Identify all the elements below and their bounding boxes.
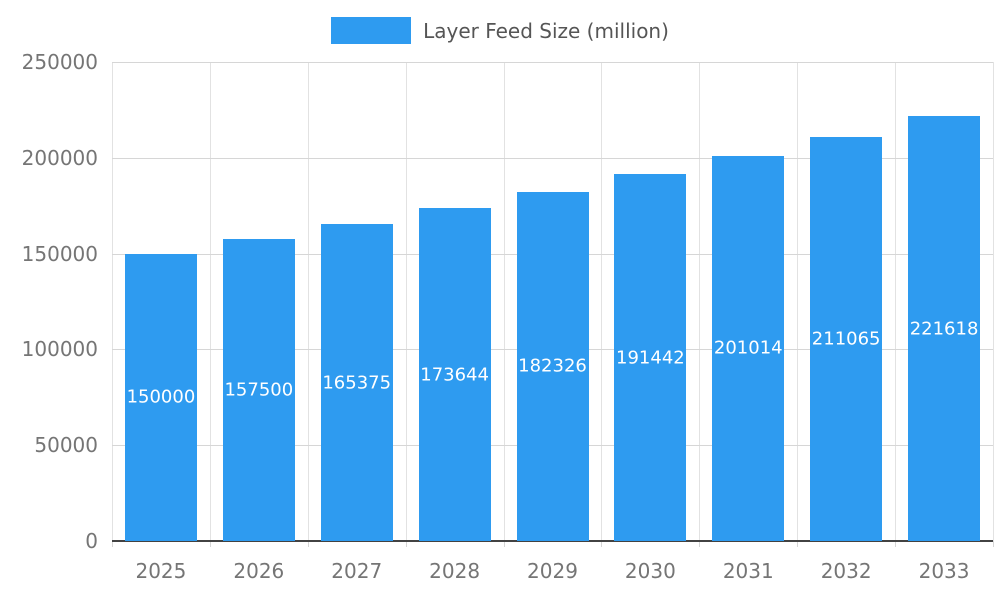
bar-2030: [614, 174, 687, 541]
bar-2028: [418, 208, 491, 541]
bar-value-label: 173644: [420, 364, 489, 386]
vertical-gridline: [993, 62, 994, 541]
bar-value-label: 201014: [713, 337, 783, 359]
x-axis-tick: [503, 541, 505, 547]
chart-legend: Layer Feed Size (million): [0, 17, 1000, 44]
bar-2032: [810, 136, 883, 541]
x-axis-tick: [307, 541, 309, 547]
x-axis-label: 2031: [722, 559, 774, 583]
x-axis-label: 2029: [527, 559, 578, 583]
bar-2027: [320, 224, 393, 541]
vertical-gridline: [209, 62, 211, 541]
bar-2029: [516, 191, 589, 541]
bar-value-label: 211065: [811, 328, 881, 350]
x-axis-label: 2028: [429, 559, 481, 583]
vertical-gridline: [601, 62, 603, 541]
x-axis-tick: [797, 541, 799, 547]
bar-value-label: 165375: [322, 372, 392, 394]
x-axis-tick: [601, 541, 603, 547]
legend-label: Layer Feed Size (million): [423, 18, 669, 43]
vertical-gridline: [895, 62, 897, 541]
horizontal-gridline: [112, 62, 993, 63]
x-axis-label: 2027: [331, 559, 383, 583]
x-axis-tick: [209, 541, 211, 547]
bar-2033: [908, 116, 981, 541]
x-axis-label: 2026: [233, 559, 285, 583]
y-axis-label: 150000: [21, 241, 98, 266]
bar-2031: [712, 155, 785, 541]
x-axis-label: 2025: [135, 559, 187, 583]
bar-value-label: 182326: [518, 355, 587, 377]
x-axis-tick: [405, 541, 407, 547]
vertical-gridline: [699, 62, 701, 541]
x-axis-baseline: [112, 540, 993, 542]
y-axis-label: 200000: [21, 145, 98, 170]
bar-2026: [222, 239, 295, 541]
vertical-gridline: [797, 62, 799, 541]
vertical-gridline: [503, 62, 505, 541]
horizontal-gridline: [112, 157, 993, 159]
x-axis-tick: [993, 541, 994, 547]
y-axis-label: 50000: [34, 433, 98, 458]
vertical-gridline: [307, 62, 309, 541]
legend-swatch-icon: [331, 17, 412, 44]
bar-value-label: 191442: [616, 347, 685, 369]
vertical-gridline: [405, 62, 407, 541]
x-axis-label: 2033: [918, 559, 970, 583]
y-axis-label: 250000: [21, 50, 98, 74]
bar-2025: [124, 253, 197, 541]
bar-value-label: 221618: [909, 318, 979, 340]
bar-value-label: 150000: [126, 386, 196, 408]
y-axis-label: 100000: [21, 337, 98, 362]
bar-value-label: 157500: [224, 379, 294, 401]
x-axis-tick: [699, 541, 701, 547]
x-axis-tick: [895, 541, 897, 547]
vertical-gridline: [112, 62, 113, 541]
x-axis-label: 2032: [820, 559, 872, 583]
y-axis-label: 0: [85, 529, 98, 553]
x-axis-label: 2030: [624, 559, 676, 583]
x-axis-tick: [112, 541, 113, 547]
